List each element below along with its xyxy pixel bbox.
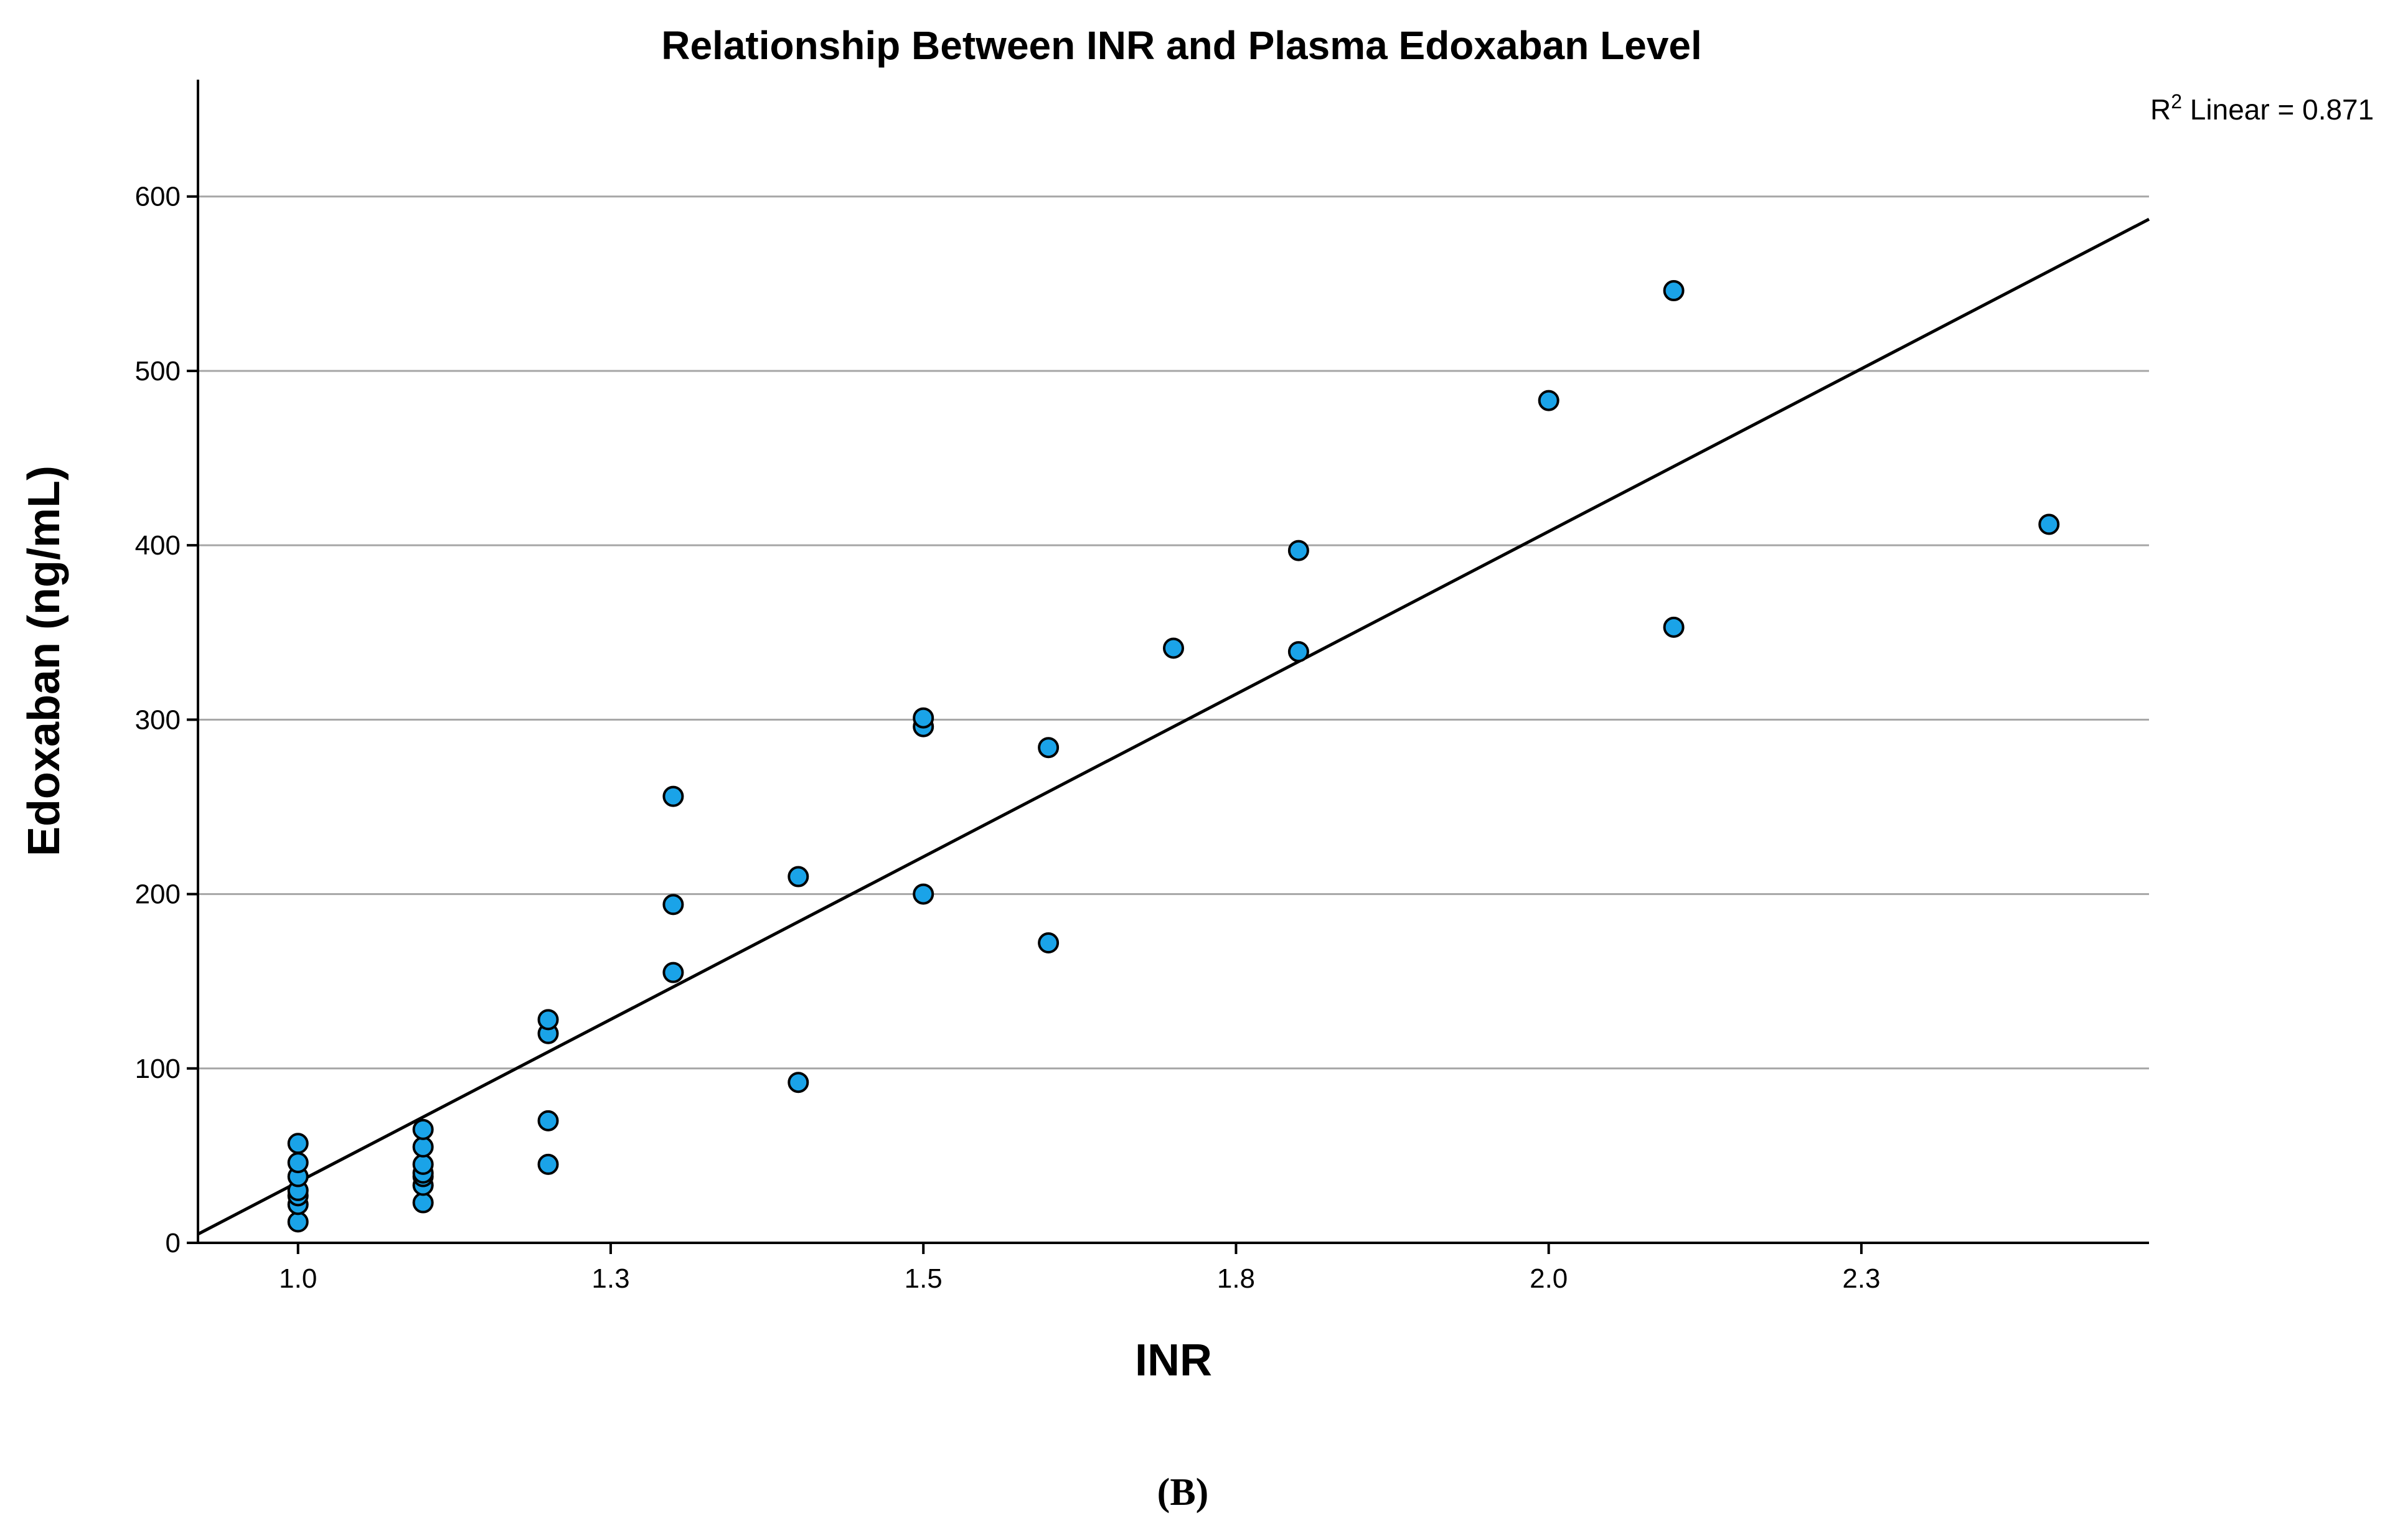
data-point-13 xyxy=(412,1118,434,1140)
data-point-11 xyxy=(412,1153,434,1175)
y-tick-label-600: 600 xyxy=(135,182,181,212)
x-axis-title: INR xyxy=(1135,1336,1212,1385)
data-point-0 xyxy=(287,1211,309,1233)
x-tick-label-5: 2.3 xyxy=(1842,1263,1880,1294)
data-point-27 xyxy=(1038,737,1060,759)
x-tick-label-4: 2.0 xyxy=(1530,1263,1568,1294)
data-point-18 xyxy=(662,962,684,983)
y-tick-label-400: 400 xyxy=(135,530,181,561)
r-squared-prefix: R xyxy=(2150,93,2171,126)
r-squared-annotation: R2 Linear = 0.871 xyxy=(2150,90,2374,126)
x-tick-label-1: 1.3 xyxy=(591,1263,629,1294)
data-point-20 xyxy=(662,785,684,807)
r-squared-superscript: 2 xyxy=(2171,90,2182,113)
r-squared-text: Linear = 0.871 xyxy=(2182,93,2374,126)
data-points xyxy=(287,280,2060,1233)
x-tick-label-2: 1.5 xyxy=(905,1263,943,1294)
regression-line xyxy=(197,217,2150,1236)
y-tick-label-300: 300 xyxy=(135,705,181,735)
figure-caption: (B) xyxy=(1157,1471,1209,1514)
gridlines xyxy=(198,195,2149,1070)
data-point-33 xyxy=(1663,280,1685,302)
data-point-25 xyxy=(913,707,934,729)
data-point-26 xyxy=(1038,932,1060,954)
data-point-34 xyxy=(2038,513,2060,535)
y-tick-label-200: 200 xyxy=(135,879,181,910)
data-point-29 xyxy=(1287,641,1309,663)
y-tick-label-0: 0 xyxy=(166,1228,181,1258)
fit-line-group xyxy=(197,217,2150,1236)
y-tick-label-100: 100 xyxy=(135,1054,181,1084)
data-point-17 xyxy=(537,1009,559,1031)
data-point-21 xyxy=(788,1072,809,1093)
data-point-14 xyxy=(537,1153,559,1175)
x-tick-label-3: 1.8 xyxy=(1217,1263,1255,1294)
chart-title: Relationship Between INR and Plasma Edox… xyxy=(661,23,1702,68)
y-axis-title: Edoxaban (ng/mL) xyxy=(19,466,69,856)
y-axis-ticks: 0 100 200 300 400 500 600 xyxy=(135,182,198,1258)
data-point-32 xyxy=(1663,616,1685,638)
data-point-5 xyxy=(287,1152,309,1174)
data-point-31 xyxy=(1538,390,1559,411)
data-point-6 xyxy=(287,1133,309,1154)
data-point-12 xyxy=(412,1136,434,1158)
data-point-19 xyxy=(662,894,684,915)
x-axis-ticks: 1.0 1.3 1.5 1.8 2.0 2.3 xyxy=(279,1243,1881,1294)
data-point-28 xyxy=(1163,637,1184,659)
data-point-30 xyxy=(1287,540,1309,561)
data-point-23 xyxy=(913,883,934,905)
x-tick-label-0: 1.0 xyxy=(279,1263,317,1294)
y-tick-label-500: 500 xyxy=(135,356,181,386)
data-point-15 xyxy=(537,1110,559,1131)
data-point-22 xyxy=(788,866,809,887)
data-point-7 xyxy=(412,1192,434,1214)
